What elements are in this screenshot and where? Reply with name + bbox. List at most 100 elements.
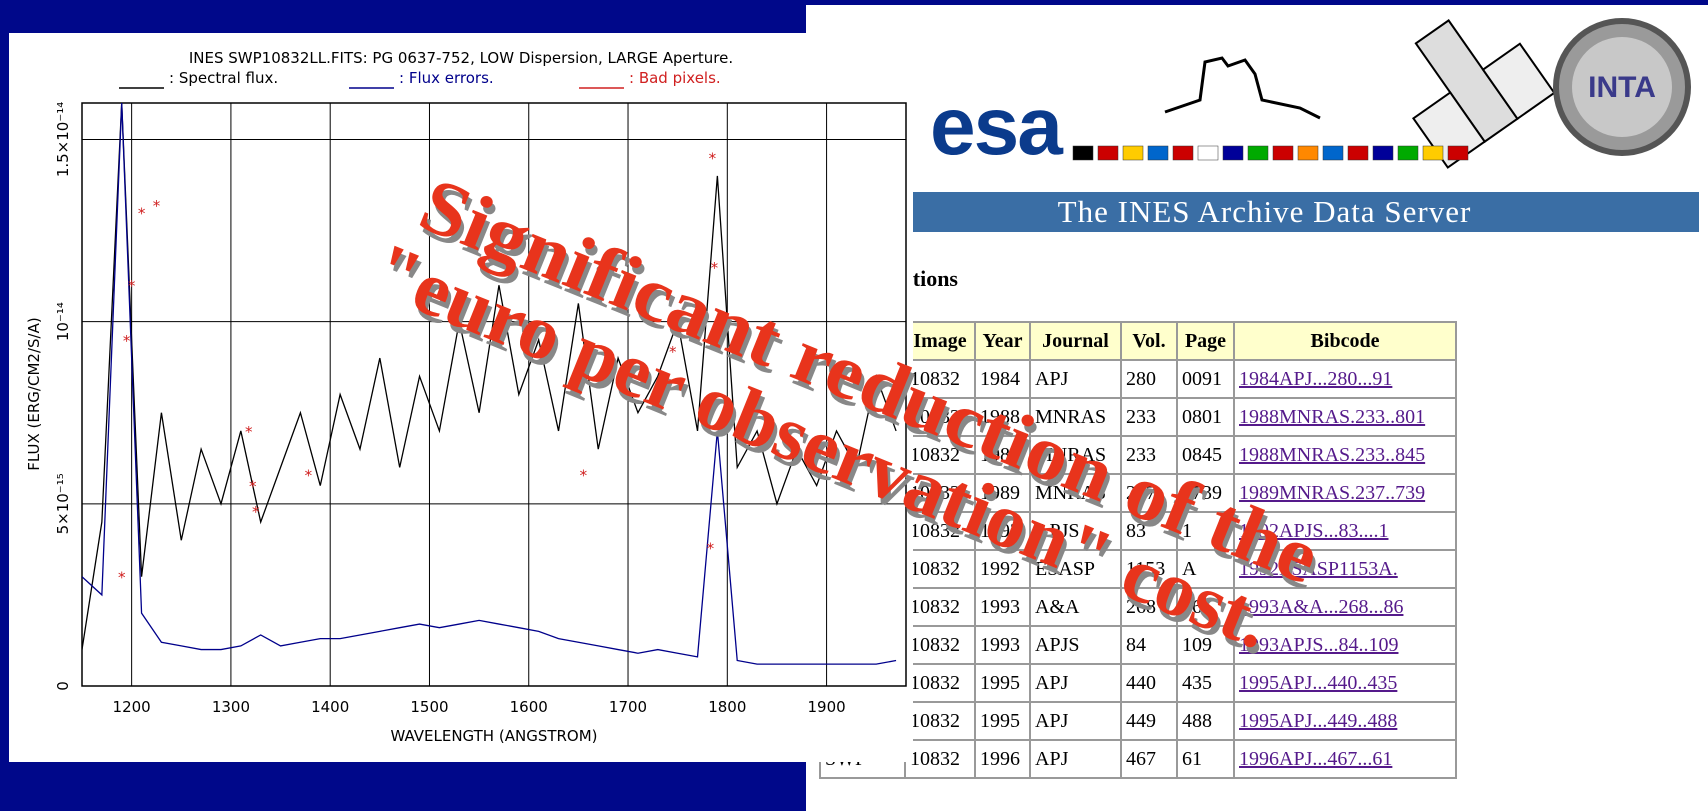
flag — [1073, 146, 1093, 160]
table-cell: 10832 — [905, 626, 975, 664]
table-cell: APJS — [1030, 512, 1121, 550]
bibcode-link[interactable]: 1993A&A...268...86 — [1234, 588, 1456, 626]
table-cell: 280 — [1121, 360, 1177, 398]
flag — [1398, 146, 1418, 160]
x-tick-label: 1500 — [410, 698, 448, 716]
bad-pixel: * — [252, 503, 260, 521]
header-cell: Image — [905, 322, 975, 360]
legend-label: : Bad pixels. — [629, 69, 721, 87]
legend-label: : Spectral flux. — [169, 69, 278, 87]
flag — [1173, 146, 1193, 160]
bad-pixel: * — [249, 478, 257, 496]
table-cell: 233 — [1121, 398, 1177, 436]
flag — [1323, 146, 1343, 160]
table-cell: 237 — [1121, 474, 1177, 512]
table-cell: 10832 — [905, 474, 975, 512]
table-cell: 84 — [1121, 626, 1177, 664]
bad-pixel: * — [123, 332, 131, 350]
table-cell: 1995 — [975, 664, 1030, 702]
table-cell: 10832 — [905, 398, 975, 436]
legend-label: : Flux errors. — [399, 69, 494, 87]
table-cell: 0739 — [1177, 474, 1234, 512]
bad-pixel: * — [305, 467, 313, 485]
y-tick-label: 5×10⁻¹⁵ — [54, 473, 72, 534]
table-row: SWP108321988MNRAS23308011988MNRAS.233..8… — [820, 398, 1456, 436]
flag — [1298, 146, 1318, 160]
table-row: SWP108321989MNRAS23707391989MNRAS.237..7… — [820, 474, 1456, 512]
bad-pixel: * — [709, 150, 717, 168]
table-cell: MNRAS — [1030, 474, 1121, 512]
header-cell: Year — [975, 322, 1030, 360]
banner: The INES Archive Data Server — [830, 192, 1699, 232]
y-tick-label: 10⁻¹⁴ — [54, 302, 72, 341]
chart-title: INES SWP10832LL.FITS: PG 0637-752, LOW D… — [189, 49, 733, 67]
table-cell: 0801 — [1177, 398, 1234, 436]
bibcode-link[interactable]: 1992APJS...83....1 — [1234, 512, 1456, 550]
table-cell: 1993 — [975, 626, 1030, 664]
table-cell: APJ — [1030, 360, 1121, 398]
flag — [1123, 146, 1143, 160]
bad-pixel: * — [707, 540, 715, 558]
flag — [1248, 146, 1268, 160]
bibcode-link[interactable]: 1992ESASP1153A. — [1234, 550, 1456, 588]
table-cell: APJ — [1030, 702, 1121, 740]
bad-pixel: * — [245, 423, 253, 441]
table-cell: 10832 — [905, 360, 975, 398]
x-tick-label: 1700 — [609, 698, 647, 716]
bibcode-link[interactable]: 1984APJ...280...91 — [1234, 360, 1456, 398]
table-cell: 1993 — [975, 588, 1030, 626]
x-tick-label: 1600 — [510, 698, 548, 716]
table-cell: 449 — [1121, 702, 1177, 740]
bibcode-link[interactable]: 1989MNRAS.237..739 — [1234, 474, 1456, 512]
header-cell: Bibcode — [1234, 322, 1456, 360]
table-cell: 1996 — [975, 740, 1030, 778]
table-cell: MNRAS — [1030, 436, 1121, 474]
chart: INES SWP10832LL.FITS: PG 0637-752, LOW D… — [9, 33, 913, 762]
table-cell: 10832 — [905, 588, 975, 626]
table-cell: 1 — [1177, 512, 1234, 550]
table-cell: 233 — [1121, 436, 1177, 474]
bad-pixel: * — [585, 343, 593, 361]
flag — [1198, 146, 1218, 160]
y-tick-label: 1.5×10⁻¹⁴ — [54, 102, 72, 177]
table-cell: 10832 — [905, 512, 975, 550]
table-cell: APJ — [1030, 664, 1121, 702]
flag — [1423, 146, 1443, 160]
spectrum-line — [82, 103, 896, 664]
table-cell: 10832 — [905, 664, 975, 702]
bad-pixel: * — [153, 197, 161, 215]
header-cell: Vol. — [1121, 322, 1177, 360]
table-cell: 1992 — [975, 512, 1030, 550]
flag — [1273, 146, 1293, 160]
table-cell: 467 — [1121, 740, 1177, 778]
table-cell: 1988 — [975, 436, 1030, 474]
bibcode-link[interactable]: 1995APJ...440..435 — [1234, 664, 1456, 702]
x-axis-label: WAVELENGTH (ANGSTROM) — [390, 727, 597, 745]
bibcode-link[interactable]: 1993APJS...84..109 — [1234, 626, 1456, 664]
table-cell: 0845 — [1177, 436, 1234, 474]
bibcode-link[interactable]: 1988MNRAS.233..801 — [1234, 398, 1456, 436]
flag — [1148, 146, 1168, 160]
bad-pixel: * — [138, 204, 146, 222]
bibcode-link[interactable]: 1995APJ...449..488 — [1234, 702, 1456, 740]
slide: esa INTA The INES Archive Data Server Pu… — [0, 0, 1708, 811]
flag — [1098, 146, 1118, 160]
bad-pixel: * — [128, 277, 136, 295]
table-cell: ESASP — [1030, 550, 1121, 588]
table-cell: 1984 — [975, 360, 1030, 398]
bad-pixel: * — [669, 343, 677, 361]
table-cell: 488 — [1177, 702, 1234, 740]
flag — [1223, 146, 1243, 160]
flag — [1348, 146, 1368, 160]
bad-pixel: * — [118, 569, 126, 587]
bibcode-link[interactable]: 1996APJ...467...61 — [1234, 740, 1456, 778]
flag — [1448, 146, 1468, 160]
bad-pixel: * — [580, 467, 588, 485]
bibcode-link[interactable]: 1988MNRAS.233..845 — [1234, 436, 1456, 474]
header-cell: Page — [1177, 322, 1234, 360]
table-cell: 10832 — [905, 436, 975, 474]
x-tick-label: 1400 — [311, 698, 349, 716]
